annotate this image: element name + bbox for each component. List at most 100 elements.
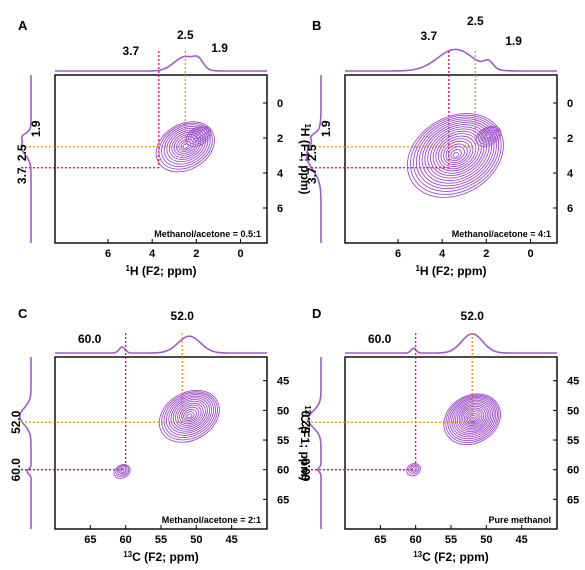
f1-peak-label: 3.7 [305, 167, 319, 184]
contour-level [182, 143, 189, 149]
y-tick-label: 4 [277, 168, 284, 180]
f2-peak-label: 1.9 [211, 41, 228, 55]
contour-level [120, 469, 125, 473]
f1-projection-trace [307, 357, 322, 529]
contour-level [415, 118, 497, 190]
f1-peak-label: 60.0 [9, 458, 23, 482]
contour-level [172, 398, 208, 430]
sample-annotation: Methanol/acetone = 2:1 [162, 515, 261, 525]
y-tick-label: 50 [277, 405, 289, 417]
f2-peak-label: 2.5 [467, 14, 484, 28]
contour-level [115, 465, 130, 478]
contour-level [452, 152, 459, 158]
contour-level [482, 129, 496, 141]
x-tick-label: 65 [84, 534, 96, 546]
contour-level [188, 126, 210, 145]
contour-level [463, 409, 483, 427]
contour-level [435, 133, 480, 172]
contour-level [158, 122, 213, 170]
x-tick-label: 4 [149, 248, 156, 260]
contour-level [453, 399, 493, 436]
f2-peak-label: 60.0 [368, 332, 392, 346]
contour-level [456, 402, 490, 433]
f2-projection-trace [345, 48, 557, 72]
f2-projection-trace [55, 335, 267, 354]
f2-peak-label: 60.0 [78, 332, 102, 346]
y-tick-label: 6 [277, 203, 283, 215]
contour-level [432, 130, 482, 174]
sample-annotation: Methanol/acetone = 4:1 [452, 229, 551, 239]
contour-level [181, 406, 200, 423]
contour-level [179, 404, 202, 425]
y-tick-label: 65 [567, 494, 579, 506]
contour-level [451, 398, 495, 438]
contour-level [158, 389, 220, 443]
y-tick-label: 6 [567, 203, 573, 215]
contour-level [161, 391, 218, 441]
plot-frame [344, 356, 558, 530]
contour-level [468, 414, 477, 423]
panel-label: A [18, 18, 28, 33]
x-tick-label: 60 [410, 534, 422, 546]
contour-level [118, 467, 127, 475]
y-tick-label: 2 [277, 133, 283, 145]
contour-level [447, 395, 498, 442]
y-tick-label: 45 [567, 376, 579, 388]
contour-level [427, 126, 487, 179]
f1-peak-label: 52.0 [9, 410, 23, 434]
x-axis-title: 1H (F2; ppm) [415, 264, 486, 279]
contour-level [445, 143, 468, 164]
contour-level [183, 408, 197, 421]
x-tick-label: 6 [395, 248, 401, 260]
contour-level [445, 394, 500, 444]
contour-level [449, 397, 497, 440]
contour-level [478, 126, 500, 145]
contour-level [166, 394, 215, 436]
plot-frame [344, 74, 558, 244]
panel-label: D [312, 306, 321, 321]
contour-level [177, 402, 204, 426]
contour-level [409, 114, 502, 195]
f1-peak-label: 60.0 [299, 458, 313, 482]
y-tick-label: 4 [567, 168, 574, 180]
f2-projection-trace [345, 332, 557, 354]
y-axis-title: 1H (F1; ppm) [298, 123, 313, 194]
x-tick-label: 65 [374, 534, 386, 546]
contour-level [194, 131, 204, 140]
f1-projection-trace [305, 75, 322, 243]
f1-peak-label: 1.9 [319, 120, 333, 137]
f1-peak-label: 52.0 [299, 410, 313, 434]
x-axis-title: 13C (F2; ppm) [413, 550, 489, 565]
y-tick-label: 0 [277, 98, 283, 110]
contour-level [185, 411, 195, 420]
contour-level [440, 138, 474, 168]
contour-level [486, 133, 492, 138]
contour-level [408, 464, 420, 475]
contour-level [168, 129, 204, 160]
sample-annotation: Pure methanol [488, 515, 551, 525]
y-tick-label: 55 [567, 435, 579, 447]
y-tick-label: 60 [567, 465, 579, 477]
f2-peak-label: 3.7 [420, 29, 437, 43]
x-axis-title: 13C (F2; ppm) [123, 550, 199, 565]
contour-level [163, 392, 216, 439]
contour-level [421, 122, 493, 184]
panel-a: A 6 4 2 0 0 2 4 6 1H (F2; ppm) 1H (F1; ppm) Methano… [15, 18, 313, 278]
contour-level [467, 412, 479, 424]
contour-level [161, 124, 211, 168]
contour-level [186, 413, 193, 419]
contour-level [185, 125, 212, 147]
contour-level [163, 126, 209, 165]
contour-level [418, 120, 495, 187]
y-tick-label: 65 [277, 494, 289, 506]
contour-level [454, 401, 492, 434]
f2-peak-label: 1.9 [505, 34, 522, 48]
y-tick-label: 60 [277, 465, 289, 477]
contour-level [430, 128, 485, 176]
contour-level [168, 395, 213, 434]
y-tick-label: 55 [277, 435, 289, 447]
y-tick-label: 50 [567, 405, 579, 417]
contour-level [484, 131, 494, 140]
contour-level [192, 129, 206, 141]
